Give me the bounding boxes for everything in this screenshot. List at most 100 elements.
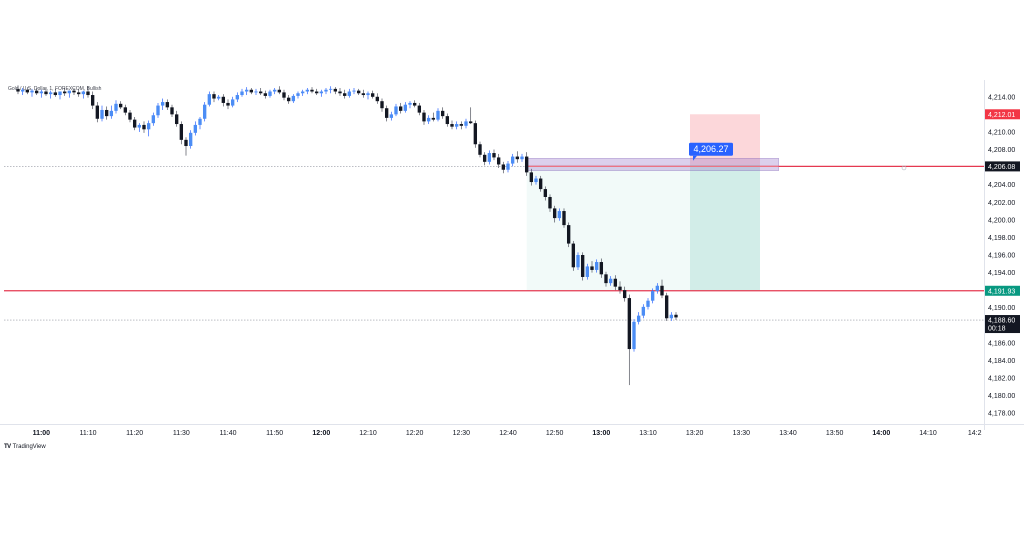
candle-body <box>44 91 48 95</box>
candle-body <box>529 172 534 183</box>
candle-body <box>221 96 226 103</box>
candle-body <box>151 115 156 124</box>
candle-body <box>258 91 263 94</box>
candle-body <box>142 124 146 130</box>
candle-body <box>398 106 403 111</box>
candle-body <box>72 90 76 93</box>
candle-body <box>468 121 473 124</box>
y-tick-label: 4,196.00 <box>988 253 1015 260</box>
price-lines-layer <box>4 165 984 321</box>
candle-body <box>408 102 412 105</box>
x-tick-label: 12:00 <box>312 430 330 437</box>
candle-body <box>622 290 627 299</box>
candle-body <box>328 88 333 90</box>
price-tags-layer: 4,206.27 4,212.01 4,206.08 4,191.93 4,188.60… <box>689 109 1020 334</box>
y-tick-label: 4,190.00 <box>988 305 1015 312</box>
x-tick-label: 12:40 <box>499 430 517 437</box>
current-price-tag-bg <box>985 315 1020 334</box>
candle-body <box>422 112 426 122</box>
tradingview-logo-icon: TV <box>4 444 11 450</box>
entry-price-label: 4,206.27 <box>693 144 728 154</box>
support-price-tag-bg <box>985 285 1020 296</box>
candle-body <box>188 132 193 147</box>
y-tick-label: 4,184.00 <box>988 358 1015 365</box>
candle-body <box>216 96 221 99</box>
y-tick-label: 4,178.00 <box>988 411 1015 418</box>
candle-body <box>272 89 277 92</box>
candle-body <box>496 157 501 165</box>
candle-body <box>571 243 576 268</box>
candle-body <box>510 156 515 164</box>
tradingview-brand[interactable]: TV TradingView <box>4 444 46 450</box>
candle-body <box>202 104 207 119</box>
take-profit-zone <box>690 164 760 291</box>
candle-body <box>193 124 198 133</box>
candle-body <box>268 91 272 96</box>
candle-countdown: 00:18 <box>988 326 1006 333</box>
candle-body <box>282 92 286 98</box>
x-tick-label: 13:30 <box>733 430 751 437</box>
chart-frame[interactable]: 4,214.004,212.004,210.004,208.004,206.00… <box>0 80 1024 458</box>
candle-body <box>492 153 496 158</box>
candle-body <box>34 90 39 94</box>
candle-body <box>160 102 165 106</box>
candle-body <box>590 266 594 270</box>
candle-body <box>314 91 319 94</box>
candle-body <box>310 89 314 92</box>
x-tick-label: 14:10 <box>919 430 937 437</box>
candle-body <box>655 285 660 292</box>
candle-body <box>76 92 81 95</box>
y-tick-label: 4,180.00 <box>988 393 1015 400</box>
x-tick-label: 12:50 <box>546 430 564 437</box>
candle-body <box>104 109 109 117</box>
y-tick-label: 4,186.00 <box>988 340 1015 347</box>
candle-body <box>384 108 389 118</box>
candle-body <box>333 88 338 92</box>
candle-body <box>347 91 352 96</box>
candle-body <box>669 314 674 319</box>
x-tick-label: 13:10 <box>639 430 657 437</box>
candle-body <box>520 156 524 160</box>
candle-body <box>524 156 529 173</box>
axes-layer: 4,214.004,212.004,210.004,208.004,206.00… <box>0 80 1024 437</box>
candle-body <box>366 93 370 96</box>
candle-body <box>53 92 58 96</box>
candle-body <box>636 315 641 322</box>
candle-body <box>25 89 30 93</box>
candle-body <box>417 105 422 113</box>
x-tick-label: 11:30 <box>173 430 190 437</box>
current-price-tag: 4,188.60 <box>988 318 1015 325</box>
resistance-price-tag: 4,206.08 <box>988 164 1015 171</box>
candle-body <box>660 285 664 296</box>
y-tick-label: 4,214.00 <box>988 94 1015 101</box>
candle-body <box>67 90 72 94</box>
candle-body <box>39 91 44 94</box>
drawing-handle-icon <box>901 165 907 171</box>
candle-body <box>370 93 375 97</box>
candle-body <box>305 89 310 92</box>
entry-price-label-pointer <box>693 155 697 161</box>
x-tick-label: 13:20 <box>686 430 704 437</box>
candle-body <box>165 102 170 108</box>
candle-body <box>394 106 398 115</box>
symbol-title: Gold / U.S. Dollar, 1, FOREXCOM, Bullish <box>8 86 102 92</box>
x-tick-label: 12:30 <box>453 430 471 437</box>
candle-body <box>109 110 114 117</box>
candle-body <box>324 89 328 92</box>
candle-body <box>300 91 305 94</box>
candle-body <box>375 96 380 102</box>
candle-body <box>48 92 53 95</box>
candle-body <box>608 278 613 284</box>
chart-canvas[interactable]: 4,214.004,212.004,210.004,208.004,206.00… <box>0 80 1024 458</box>
candle-body <box>230 99 235 106</box>
candle-body <box>226 102 230 106</box>
candle-body <box>482 154 487 162</box>
x-tick-label: 13:00 <box>592 430 610 437</box>
candle-body <box>557 211 562 219</box>
candle-body <box>361 93 366 96</box>
x-tick-label: 12:20 <box>406 430 424 437</box>
candle-body <box>352 90 356 92</box>
stop-loss-zone <box>690 114 760 165</box>
candle-body <box>580 255 585 277</box>
x-tick-label: 14:00 <box>872 430 890 437</box>
